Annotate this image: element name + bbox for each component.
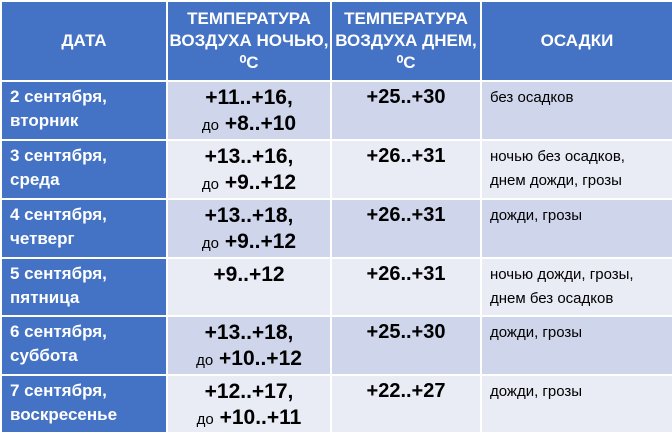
day-cell: +25..+30 bbox=[330, 315, 482, 376]
header-cell: ДАТА bbox=[0, 0, 168, 82]
precip-cell: ночью без осадков, днем дожди, грозы bbox=[480, 139, 672, 200]
night-min: +9..+12 bbox=[224, 230, 297, 253]
day-range: +25..+30 bbox=[366, 86, 446, 108]
night-min-line: до +8..+10 bbox=[169, 111, 329, 138]
date-cell: 4 сентября, четверг bbox=[0, 198, 168, 259]
night-range: +12..+17, bbox=[204, 380, 294, 403]
precip-cell: дожди, грозы bbox=[480, 374, 672, 432]
precip-line: днем дожди, грозы bbox=[490, 172, 622, 189]
day-range: +26..+31 bbox=[366, 204, 446, 226]
day-cell: +26..+31 bbox=[330, 257, 482, 317]
night-prefix: до bbox=[201, 235, 220, 252]
date: 3 сентября, bbox=[10, 146, 107, 165]
day-cell: +26..+31 bbox=[330, 198, 482, 259]
night-cell: +9..+12 bbox=[166, 257, 332, 317]
night-min-line: до +9..+12 bbox=[169, 170, 329, 197]
row: 3 сентября, среда +13..+16, до +9..+12 +26..… bbox=[0, 139, 672, 200]
night-range: +13..+18, bbox=[204, 204, 294, 227]
date: 6 сентября, bbox=[10, 322, 107, 341]
precip-line: дожди, грозы bbox=[490, 207, 583, 224]
night-min-line: до +10..+12 bbox=[169, 346, 329, 373]
weekday: среда bbox=[10, 170, 60, 189]
night-cell: +12..+17, до +10..+11 bbox=[166, 374, 332, 432]
precip-line: днем без осадков bbox=[490, 290, 614, 307]
night-range: +11..+16, bbox=[205, 86, 293, 109]
night-range: +13..+18, bbox=[204, 321, 294, 344]
day-cell: +25..+30 bbox=[330, 80, 482, 141]
precip-line: ночью без осадков, bbox=[490, 148, 625, 165]
header-cell: ТЕМПЕРАТУРА ВОЗДУХА НОЧЬЮ, ⁰С bbox=[166, 0, 332, 82]
weekday: суббота bbox=[10, 346, 78, 365]
night-cell: +13..+18, до +10..+12 bbox=[166, 315, 332, 376]
night-prefix: до bbox=[196, 411, 214, 428]
date-cell: 5 сентября, пятница bbox=[0, 257, 168, 317]
date-cell: 7 сентября, воскресенье bbox=[0, 374, 168, 432]
date-cell: 3 сентября, среда bbox=[0, 139, 168, 200]
night-prefix: до bbox=[196, 352, 214, 369]
day-cell: +26..+31 bbox=[330, 139, 482, 200]
precip-line: без осадков bbox=[490, 89, 574, 106]
weekday: воскресенье bbox=[10, 405, 118, 424]
night-range: +13..+16, bbox=[204, 145, 294, 168]
night-prefix: до bbox=[201, 117, 220, 134]
header-cell: ТЕМПЕРАТУРА ВОЗДУХА ДНЕМ, ⁰С bbox=[330, 0, 482, 82]
day-range: +22..+27 bbox=[366, 380, 446, 402]
precip-line: дожди, грозы bbox=[490, 324, 583, 341]
row: 4 сентября, четверг +13..+18, до +9..+12 +26… bbox=[0, 198, 672, 259]
row: 6 сентября, суббота +13..+18, до +10..+12 +2… bbox=[0, 315, 672, 376]
night-prefix: до bbox=[201, 176, 220, 193]
night-min-line: до +9..+12 bbox=[169, 229, 329, 256]
day-range: +25..+30 bbox=[366, 321, 446, 343]
precip-cell: дожди, грозы bbox=[480, 198, 672, 259]
row: 7 сентября, воскресенье +12..+17, до +10..+… bbox=[0, 374, 672, 432]
weekday: вторник bbox=[10, 111, 79, 130]
night-cell: +13..+16, до +9..+12 bbox=[166, 139, 332, 200]
precip-line: дожди, грозы bbox=[490, 383, 583, 400]
date: 5 сентября, bbox=[10, 264, 107, 283]
precip-cell: без осадков bbox=[480, 80, 672, 141]
night-min: +8..+10 bbox=[224, 112, 297, 135]
date: 4 сентября, bbox=[10, 205, 107, 224]
header-cell: ОСАДКИ bbox=[480, 0, 672, 82]
header-row: ДАТА ТЕМПЕРАТУРА ВОЗДУХА НОЧЬЮ, ⁰С ТЕМПЕРА… bbox=[0, 0, 672, 82]
precip-line: ночью дожди, грозы, bbox=[490, 266, 634, 283]
night-min: +10..+12 bbox=[219, 347, 302, 370]
row: 5 сентября, пятница +9..+12 +26..+31 ночью д… bbox=[0, 257, 672, 317]
weekday: пятница bbox=[10, 288, 80, 307]
night-min: +9..+12 bbox=[224, 171, 297, 194]
day-range: +26..+31 bbox=[366, 145, 446, 167]
night-min: +10..+11 bbox=[219, 406, 302, 429]
night-cell: +11..+16, до +8..+10 bbox=[166, 80, 332, 141]
night-cell: +13..+18, до +9..+12 bbox=[166, 198, 332, 259]
date: 7 сентября, bbox=[10, 381, 107, 400]
row: 2 сентября, вторник +11..+16, до +8..+10 +25… bbox=[0, 80, 672, 141]
night-min-line: до +10..+11 bbox=[169, 405, 329, 432]
date: 2 сентября, bbox=[10, 87, 107, 106]
date-cell: 2 сентября, вторник bbox=[0, 80, 168, 141]
precip-cell: дожди, грозы bbox=[480, 315, 672, 376]
day-range: +26..+31 bbox=[366, 263, 446, 285]
precip-cell: ночью дожди, грозы, днем без осадков bbox=[480, 257, 672, 317]
weekday: четверг bbox=[10, 229, 75, 248]
date-cell: 6 сентября, суббота bbox=[0, 315, 168, 376]
day-cell: +22..+27 bbox=[330, 374, 482, 432]
night-range: +9..+12 bbox=[213, 263, 285, 286]
